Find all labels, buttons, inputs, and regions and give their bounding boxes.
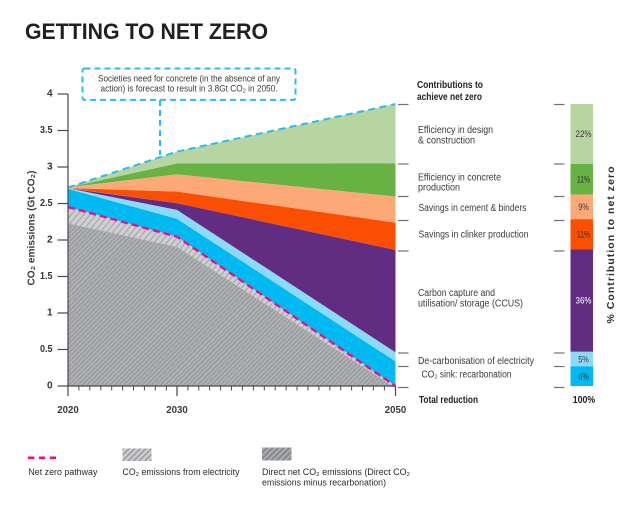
svg-text:GETTING TO NET ZERO: GETTING TO NET ZERO (25, 19, 268, 44)
svg-text:De-carbonisation of electricit: De-carbonisation of electricity (418, 356, 534, 367)
svg-text:2.5: 2.5 (40, 198, 53, 209)
svg-text:22%: 22% (576, 129, 592, 139)
svg-text:Efficiency in design: Efficiency in design (418, 125, 493, 136)
svg-text:Societies need for concrete (i: Societies need for concrete (in the abse… (98, 73, 280, 84)
svg-text:5%: 5% (578, 355, 589, 365)
svg-text:CO₂ sink: recarbonation: CO₂ sink: recarbonation (422, 370, 512, 381)
svg-text:Total reduction: Total reduction (419, 395, 478, 406)
svg-text:0: 0 (47, 381, 53, 392)
svg-text:1.5: 1.5 (40, 271, 53, 282)
svg-text:2050: 2050 (385, 405, 407, 416)
svg-text:Savings in cement & binders: Savings in cement & binders (419, 203, 527, 214)
svg-text:36%: 36% (576, 296, 592, 306)
svg-text:0.5: 0.5 (40, 344, 53, 355)
svg-text:11%: 11% (577, 175, 590, 185)
svg-text:Direct net CO₂ emissions (Dire: Direct net CO₂ emissions (Direct CO₂ (262, 467, 411, 477)
svg-text:Efficiency in concrete: Efficiency in concrete (418, 173, 501, 184)
svg-text:11%: 11% (577, 230, 590, 240)
svg-text:100%: 100% (573, 395, 596, 406)
svg-text:3: 3 (47, 162, 53, 173)
svg-text:2020: 2020 (57, 405, 79, 416)
svg-text:3.5: 3.5 (40, 125, 53, 136)
svg-text:4: 4 (47, 89, 53, 100)
svg-text:Savings in clinker production: Savings in clinker production (419, 229, 529, 240)
svg-text:Net zero pathway: Net zero pathway (28, 467, 97, 477)
svg-text:1: 1 (47, 308, 53, 319)
svg-text:Contributions to: Contributions to (417, 80, 483, 91)
svg-text:9%: 9% (578, 202, 589, 212)
svg-text:utilisation/ storage (CCUS): utilisation/ storage (CCUS) (418, 299, 523, 310)
svg-text:2: 2 (47, 235, 53, 246)
svg-text:CO₂ emissions from electricity: CO₂ emissions from electricity (123, 467, 240, 477)
svg-text:achieve net zero: achieve net zero (417, 92, 482, 103)
svg-text:emissions minus recarbonation): emissions minus recarbonation) (262, 478, 386, 488)
svg-text:action) is forecast to result: action) is forecast to result in 3.8Gt C… (101, 84, 278, 95)
svg-text:& construction: & construction (418, 136, 475, 147)
svg-text:CO₂ emissions (Gt CO₂): CO₂ emissions (Gt CO₂) (26, 171, 38, 286)
svg-text:production: production (418, 183, 460, 194)
svg-text:% Contribution to net zero: % Contribution to net zero (605, 167, 617, 324)
svg-text:2030: 2030 (166, 405, 188, 416)
svg-text:6%: 6% (578, 372, 589, 382)
svg-text:Carbon capture and: Carbon capture and (418, 288, 495, 299)
